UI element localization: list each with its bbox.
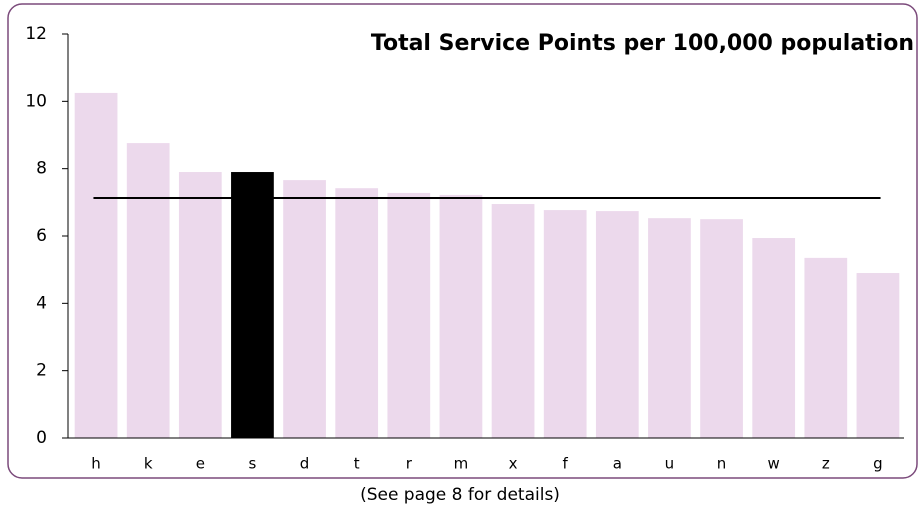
x-tick-label: n: [717, 455, 727, 473]
bar: [74, 92, 118, 439]
x-tick-label: h: [91, 455, 101, 473]
bar: [856, 273, 900, 438]
x-tick-label: f: [563, 455, 569, 473]
bar: [283, 180, 326, 438]
x-tick-label: a: [613, 455, 622, 473]
x-tick-label: u: [665, 455, 675, 473]
y-tick-label: 0: [36, 428, 47, 448]
chart-title: Total Service Points per 100,000 populat…: [371, 31, 914, 56]
bar: [648, 218, 691, 438]
x-tick-label: z: [822, 455, 830, 473]
bar: [491, 204, 535, 438]
bar: [595, 211, 639, 438]
y-tick-label: 2: [36, 361, 47, 381]
y-tick-label: 10: [25, 91, 47, 111]
y-tick-label: 12: [25, 24, 47, 44]
x-tick-label: x: [509, 455, 518, 473]
x-tick-label: k: [144, 455, 153, 473]
bar: [335, 188, 379, 438]
x-tick-label: s: [249, 455, 257, 473]
bar: [231, 172, 274, 439]
x-tick-label: t: [354, 455, 360, 473]
x-tick-label: e: [196, 455, 205, 473]
bar: [752, 238, 796, 438]
x-tick-label: d: [300, 455, 310, 473]
x-tick-label: g: [873, 455, 883, 473]
bar: [804, 257, 848, 438]
x-tick-label: r: [406, 455, 413, 473]
bar: [387, 192, 431, 438]
y-tick-label: 4: [36, 293, 47, 313]
x-tick-label: w: [768, 455, 780, 473]
bar: [178, 172, 222, 439]
bar: [439, 194, 483, 438]
bar: [126, 143, 170, 438]
y-tick-label: 6: [36, 226, 47, 246]
bar: [543, 210, 587, 438]
bar: [700, 219, 743, 438]
footnote: (See page 8 for details): [360, 485, 560, 505]
y-tick-label: 8: [36, 159, 47, 179]
chart-frame: [7, 3, 918, 479]
x-tick-label: m: [454, 455, 469, 473]
